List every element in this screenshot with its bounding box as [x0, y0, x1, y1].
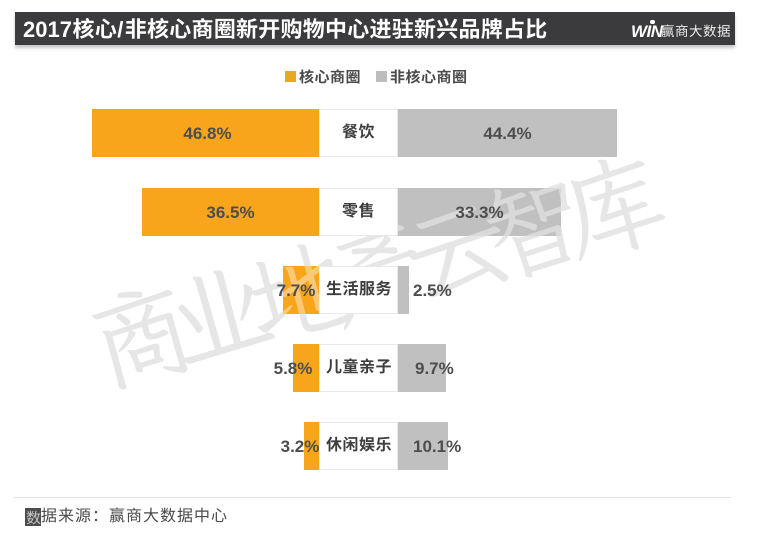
svg-text:/: /	[117, 17, 123, 42]
svg-text:2017: 2017	[23, 17, 72, 42]
